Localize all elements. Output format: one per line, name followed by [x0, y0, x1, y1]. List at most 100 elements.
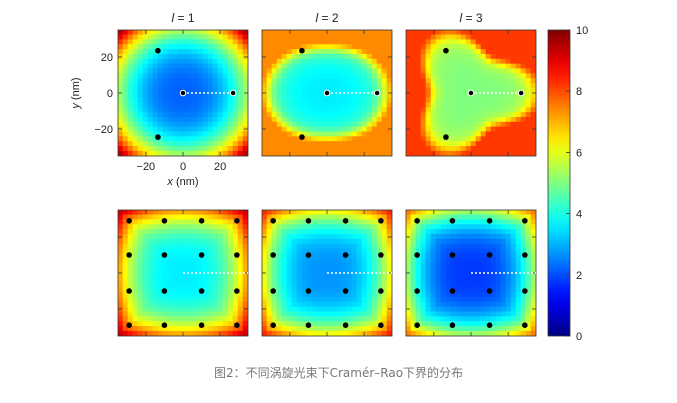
- heatmap-cell: [460, 267, 467, 274]
- heatmap-cell: [505, 107, 512, 113]
- heatmap-cell: [435, 112, 442, 118]
- heatmap-cell: [435, 321, 442, 327]
- data-point: [305, 288, 312, 294]
- heatmap-cell: [406, 121, 412, 128]
- heatmap-cell: [162, 233, 169, 240]
- heatmap-cell: [127, 243, 134, 250]
- heatmap-cell: [227, 39, 234, 45]
- heatmap-cell: [420, 126, 427, 133]
- heatmap-cell: [470, 116, 477, 123]
- heatmap-cell: [212, 263, 219, 269]
- heatmap-cell: [485, 141, 492, 147]
- heatmap-cell: [440, 214, 447, 220]
- heatmap-cell: [371, 263, 378, 269]
- heatmap-cell: [132, 219, 139, 225]
- heatmap-cell: [227, 267, 234, 274]
- heatmap-cell: [346, 316, 353, 322]
- heatmap-cell: [356, 146, 363, 152]
- heatmap-cell: [321, 131, 328, 137]
- heatmap-cell: [505, 97, 512, 103]
- heatmap-cell: [480, 141, 487, 147]
- heatmap-cell: [152, 107, 159, 113]
- heatmap-cell: [276, 210, 283, 216]
- heatmap-cell: [202, 248, 209, 254]
- heatmap-cell: [306, 301, 313, 308]
- heatmap-cell: [291, 326, 298, 332]
- heatmap-cell: [296, 301, 303, 308]
- heatmap-cell: [242, 49, 248, 55]
- heatmap-cell: [301, 311, 308, 317]
- heatmap-cell: [515, 141, 522, 147]
- heatmap-cell: [227, 73, 234, 79]
- heatmap-cell: [197, 78, 204, 84]
- heatmap-cell: [376, 301, 383, 308]
- heatmap-cell: [341, 282, 348, 288]
- heatmap-cell: [495, 210, 502, 216]
- heatmap-cell: [222, 121, 229, 128]
- heatmap-cell: [510, 102, 517, 108]
- heatmap-cell: [118, 68, 124, 74]
- heatmap-cell: [281, 107, 288, 113]
- heatmap-cell: [410, 210, 417, 216]
- heatmap-cell: [425, 102, 432, 108]
- heatmap-cell: [172, 292, 179, 298]
- heatmap-cell: [346, 277, 353, 283]
- heatmap-cell: [276, 146, 283, 152]
- heatmap-cell: [361, 34, 368, 40]
- heatmap-cell: [410, 78, 417, 84]
- heatmap-cell: [242, 330, 248, 336]
- heatmap-cell: [286, 102, 293, 108]
- heatmap-cell: [520, 39, 527, 45]
- heatmap-cell: [505, 53, 512, 60]
- heatmap-cell: [237, 34, 244, 40]
- heatmap-cell: [475, 229, 482, 235]
- heatmap-cell: [326, 107, 333, 113]
- heatmap-cell: [351, 136, 358, 142]
- heatmap-cell: [291, 277, 298, 283]
- heatmap-cell: [217, 267, 224, 274]
- heatmap-cell: [127, 277, 134, 283]
- data-point: [234, 252, 240, 258]
- heatmap-cell: [142, 287, 149, 293]
- heatmap-cell: [132, 141, 139, 147]
- heatmap-cell: [465, 150, 472, 156]
- heatmap-cell: [420, 53, 427, 60]
- heatmap-cell: [420, 34, 427, 40]
- heatmap-cell: [346, 44, 353, 50]
- heatmap-cell: [381, 126, 388, 133]
- heatmap-cell: [311, 229, 318, 235]
- heatmap-cell: [311, 58, 318, 65]
- heatmap-cell: [227, 277, 234, 283]
- heatmap-cell: [460, 112, 467, 118]
- heatmap-cell: [276, 112, 283, 118]
- heatmap-cell: [510, 116, 517, 123]
- heatmap-cell: [475, 306, 482, 313]
- heatmap-cell: [470, 306, 477, 313]
- heatmap-cell: [291, 311, 298, 317]
- heatmap-cell: [515, 131, 522, 137]
- heatmap-cell: [371, 258, 378, 264]
- heatmap-cell: [406, 150, 412, 156]
- heatmap-cell: [296, 92, 303, 99]
- heatmap-cell: [495, 233, 502, 240]
- heatmap-cell: [118, 63, 124, 70]
- heatmap-cell: [222, 34, 229, 40]
- heatmap-cell: [157, 97, 164, 103]
- heatmap-cell: [182, 229, 189, 235]
- heatmap-cell: [326, 229, 333, 235]
- heatmap-cell: [386, 210, 392, 216]
- heatmap-cell: [530, 63, 536, 70]
- heatmap-cell: [430, 219, 437, 225]
- heatmap-cell: [485, 224, 492, 230]
- heatmap-cell: [326, 44, 333, 50]
- heatmap-cell: [227, 306, 234, 313]
- heatmap-cell: [376, 121, 383, 128]
- heatmap-cell: [331, 87, 338, 94]
- heatmap-cell: [291, 87, 298, 94]
- heatmap-cell: [182, 136, 189, 142]
- heatmap-cell: [371, 107, 378, 113]
- heatmap-cell: [311, 277, 318, 283]
- heatmap-cell: [356, 73, 363, 79]
- heatmap-cell: [505, 282, 512, 288]
- heatmap-cell: [202, 233, 209, 240]
